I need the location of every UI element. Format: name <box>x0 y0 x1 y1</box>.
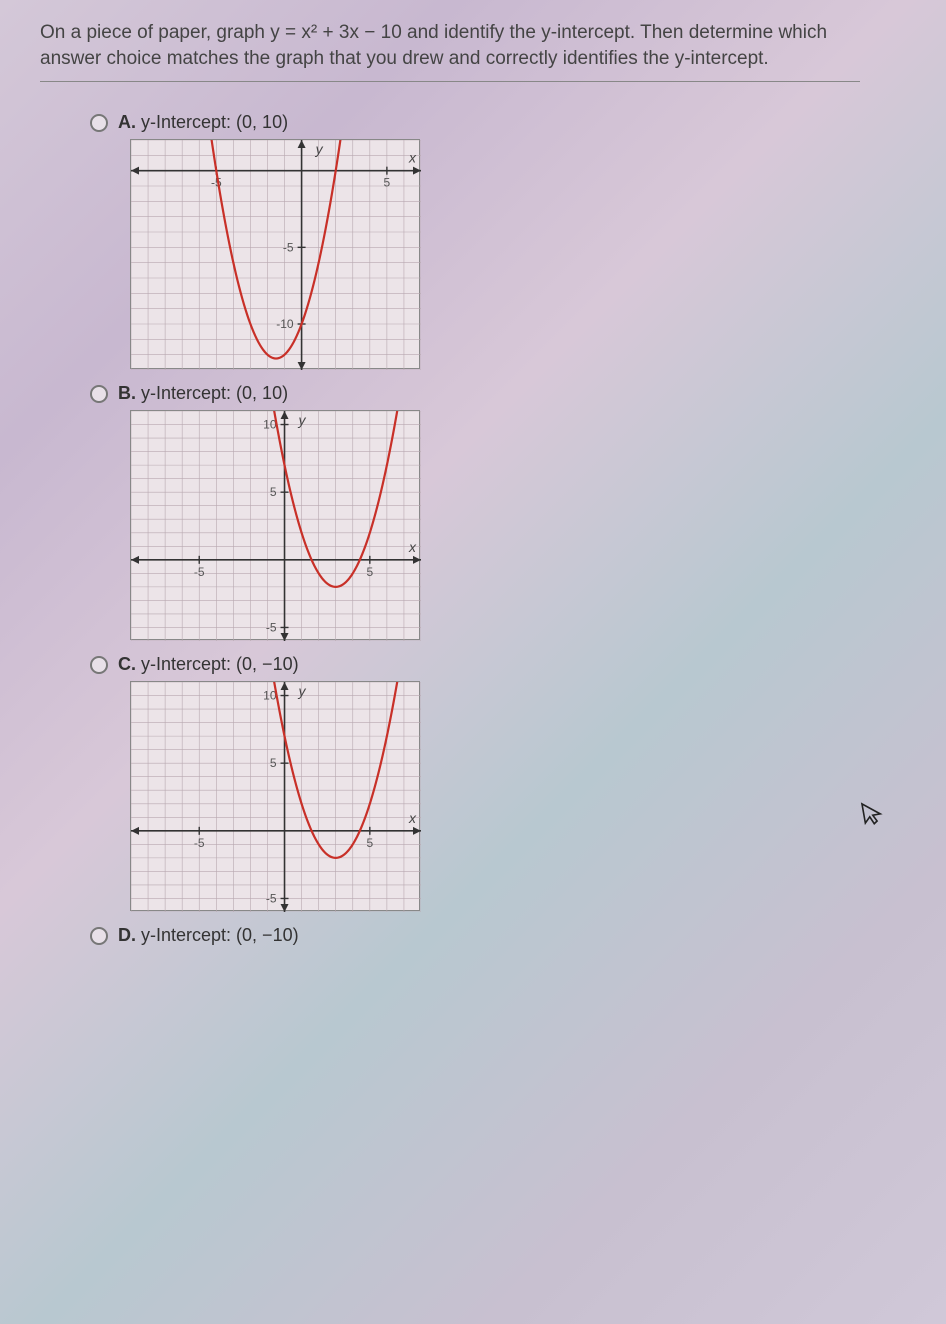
choice-C: C. y-Intercept: (0, −10) -55510-5yx <box>90 654 906 911</box>
svg-text:5: 5 <box>366 565 373 579</box>
svg-text:-5: -5 <box>266 892 277 906</box>
svg-text:5: 5 <box>366 836 373 850</box>
choice-B-letter: B. <box>118 383 136 403</box>
svg-text:-5: -5 <box>194 565 205 579</box>
graph-B: -55510-5yx <box>130 410 420 640</box>
choice-B-label: B. y-Intercept: (0, 10) <box>118 383 288 404</box>
question-text: On a piece of paper, graph y = x² + 3x −… <box>40 20 906 71</box>
choice-D: D. y-Intercept: (0, −10) <box>90 925 906 946</box>
svg-text:y: y <box>298 412 307 428</box>
svg-text:-10: -10 <box>276 317 294 331</box>
choice-C-letter: C. <box>118 654 136 674</box>
svg-text:x: x <box>408 150 417 166</box>
graph-A: -55-5-10yx <box>130 139 420 369</box>
choice-A-text: y-Intercept: (0, 10) <box>141 112 288 132</box>
svg-text:-5: -5 <box>266 621 277 635</box>
svg-text:5: 5 <box>270 485 277 499</box>
svg-text:-5: -5 <box>194 836 205 850</box>
svg-text:5: 5 <box>384 176 391 190</box>
choice-D-text: y-Intercept: (0, −10) <box>141 925 299 945</box>
divider <box>40 81 860 82</box>
svg-text:-5: -5 <box>283 241 294 255</box>
choice-D-label: D. y-Intercept: (0, −10) <box>118 925 299 946</box>
choice-C-text: y-Intercept: (0, −10) <box>141 654 299 674</box>
choice-B-text: y-Intercept: (0, 10) <box>141 383 288 403</box>
svg-text:x: x <box>408 810 417 826</box>
choice-A-label: A. y-Intercept: (0, 10) <box>118 112 288 133</box>
choice-C-label: C. y-Intercept: (0, −10) <box>118 654 299 675</box>
svg-text:y: y <box>298 683 307 699</box>
choice-B-header[interactable]: B. y-Intercept: (0, 10) <box>90 383 906 404</box>
svg-text:y: y <box>315 141 324 157</box>
graph-C: -55510-5yx <box>130 681 420 911</box>
choice-C-header[interactable]: C. y-Intercept: (0, −10) <box>90 654 906 675</box>
radio-A[interactable] <box>90 114 108 132</box>
choice-D-header[interactable]: D. y-Intercept: (0, −10) <box>90 925 906 946</box>
choice-A-header[interactable]: A. y-Intercept: (0, 10) <box>90 112 906 133</box>
radio-D[interactable] <box>90 927 108 945</box>
cursor-icon <box>857 798 888 835</box>
choice-A: A. y-Intercept: (0, 10) -55-5-10yx <box>90 112 906 369</box>
choice-A-letter: A. <box>118 112 136 132</box>
choice-D-letter: D. <box>118 925 136 945</box>
radio-C[interactable] <box>90 656 108 674</box>
choice-B: B. y-Intercept: (0, 10) -55510-5yx <box>90 383 906 640</box>
radio-B[interactable] <box>90 385 108 403</box>
svg-text:x: x <box>408 539 417 555</box>
svg-text:5: 5 <box>270 756 277 770</box>
